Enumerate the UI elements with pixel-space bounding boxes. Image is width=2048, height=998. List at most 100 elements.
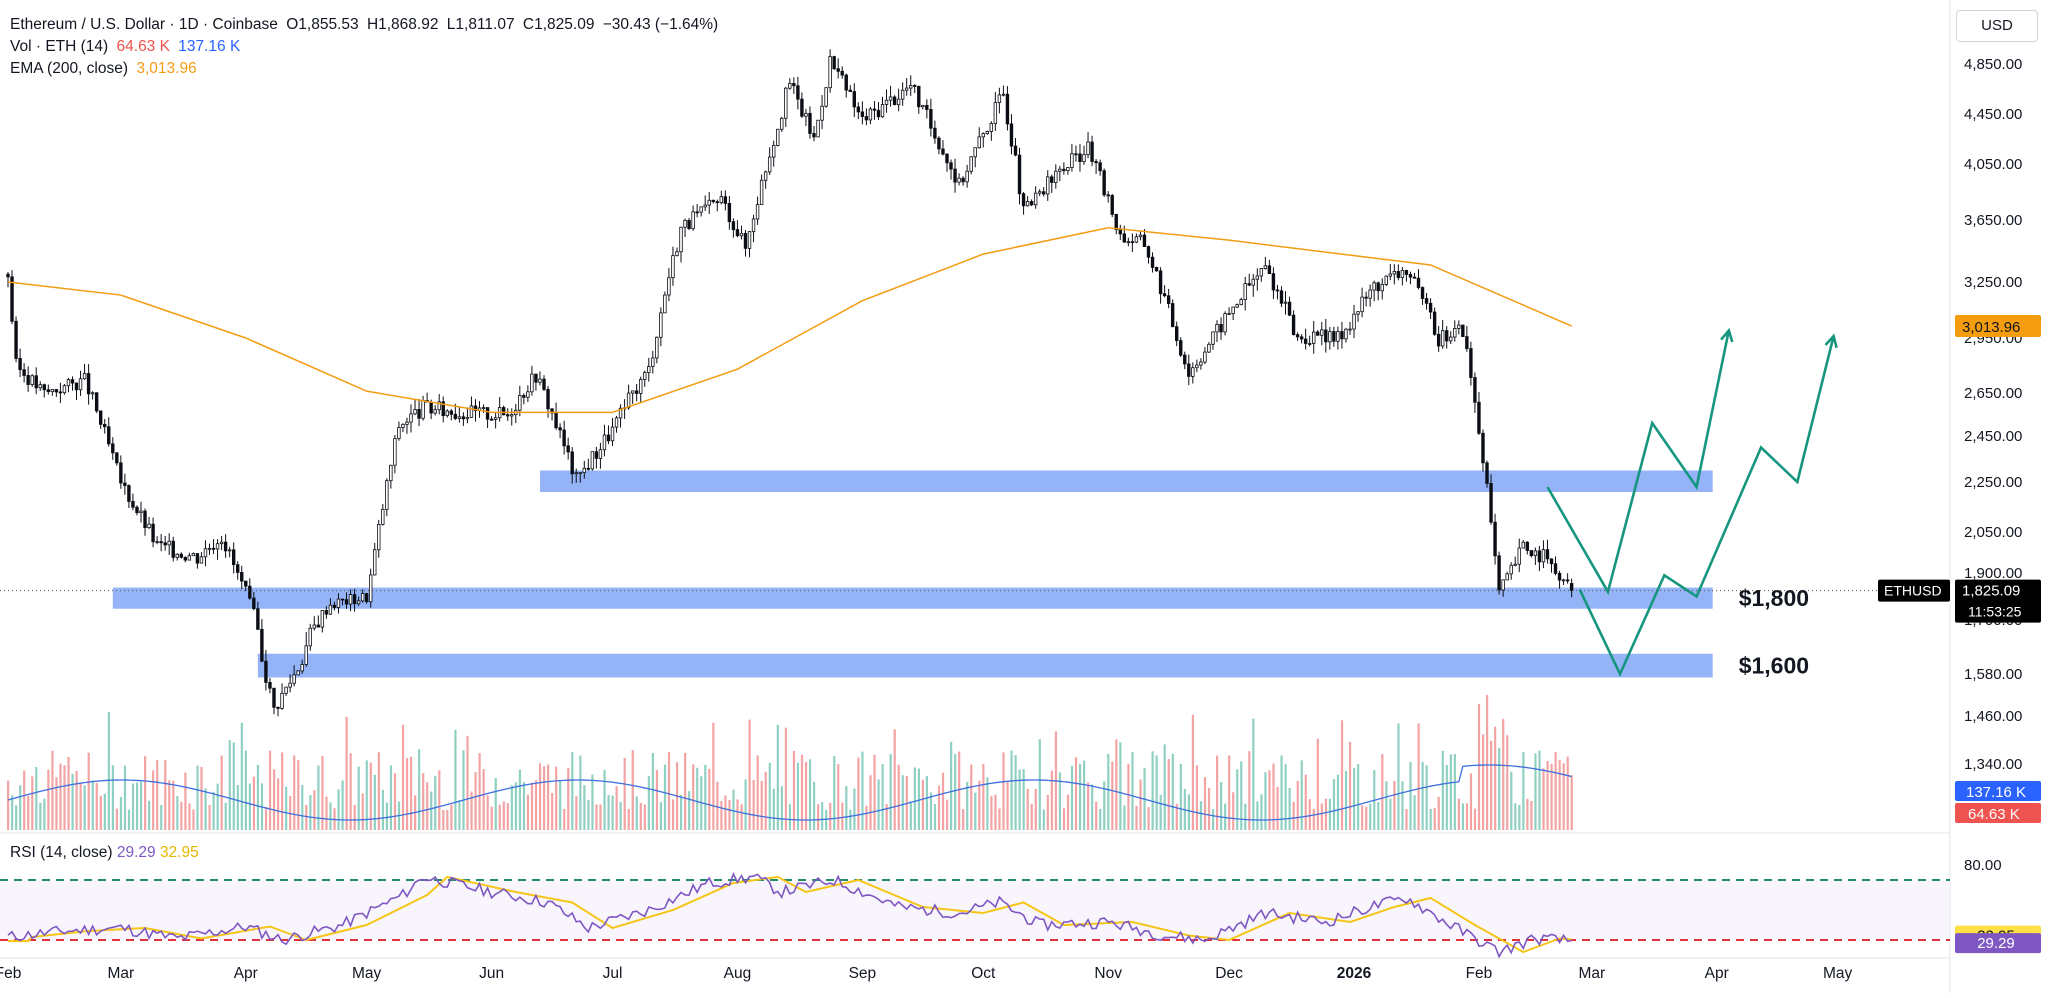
volume-bar [575,796,578,830]
candle-body [320,610,325,628]
candle-body [111,443,115,454]
price-tick-label: 2,250.00 [1964,474,2022,491]
volume-bar [518,769,522,830]
candle [1211,331,1215,350]
volume-bar [252,776,256,830]
candle-body [828,56,832,89]
candle [921,104,925,110]
candle [1408,271,1413,285]
candle [667,268,671,302]
volume-bar [329,802,332,830]
volume-bar [692,764,695,830]
candle-body [973,147,977,158]
volume-bar [454,729,457,830]
volume-bar [1353,767,1356,830]
candle [969,156,973,175]
candle [695,204,699,218]
candle [433,405,437,416]
candle-body [1175,326,1179,341]
candle [860,101,865,125]
volume-bar [720,801,723,830]
volume-bar [579,755,582,830]
candle [965,164,969,188]
candle-body [30,375,34,385]
candle-body [103,423,107,428]
candle [441,396,445,423]
candle [973,147,977,168]
candle [1037,189,1042,197]
candle [675,247,679,257]
volume-bar [216,783,219,830]
candle-body [10,276,14,322]
candle-body [1392,271,1397,275]
candle [1489,474,1493,525]
volume-bar [1465,803,1469,830]
candle [828,49,832,93]
rsi-line [7,872,1572,959]
volume-bar [317,765,320,830]
volume-bar [1453,753,1456,830]
candle-body [457,416,462,419]
candle-body [1098,162,1102,172]
candle-body [1114,213,1118,231]
candle [1392,264,1397,285]
candle [1291,310,1296,336]
candle [1094,159,1098,174]
volume-bar [1526,798,1529,830]
candle-body [751,218,756,233]
candle-body [143,510,147,528]
ema-legend: EMA (200, close) 3,013.96 [10,58,201,79]
candle [707,191,711,214]
candle-body [360,593,365,602]
candle [1271,267,1276,300]
volume-bar [643,804,646,830]
candle [884,89,889,113]
candle [1001,85,1006,97]
candle-body [276,706,280,709]
candle-body [1058,168,1062,172]
candle-body [913,85,917,87]
candle-body [364,593,369,603]
candle-body [755,204,760,220]
candle [731,218,736,238]
candle-body [236,564,240,573]
symbol-title: Ethereum / U.S. Dollar · 1D · Coinbase [10,16,278,33]
candle-body [1529,550,1534,557]
candle [1360,287,1364,318]
candle-body [1183,354,1187,365]
currency-button[interactable]: USD [1956,10,2038,42]
volume-bar [482,769,485,830]
candle-body [1187,363,1191,377]
candle [1251,273,1255,297]
candle [167,533,171,556]
candle-body [634,390,639,394]
candle [417,398,421,427]
candle [98,410,103,429]
candle [1424,292,1429,310]
candle-body [409,413,413,423]
volume-bar [667,751,671,830]
candle-body [929,109,933,129]
volume-bar [1095,801,1098,830]
candle-body [707,199,711,206]
volume-bar [534,780,538,830]
candle-body [1569,583,1574,592]
volume-bar [1469,773,1473,830]
volume-bars [7,695,1573,830]
candle-body [566,445,570,453]
candle-body [953,168,957,183]
candle-body [921,105,925,108]
candle-body [1428,302,1433,313]
candle [832,55,836,71]
candle [526,385,530,403]
candle [131,493,135,511]
volume-bar [526,794,530,830]
volume-bar [1498,747,1501,830]
candle [1082,145,1086,165]
candle-body [772,144,776,158]
candle-body [1134,236,1139,243]
candle-body [58,391,63,394]
volume-bar [1119,742,1122,830]
